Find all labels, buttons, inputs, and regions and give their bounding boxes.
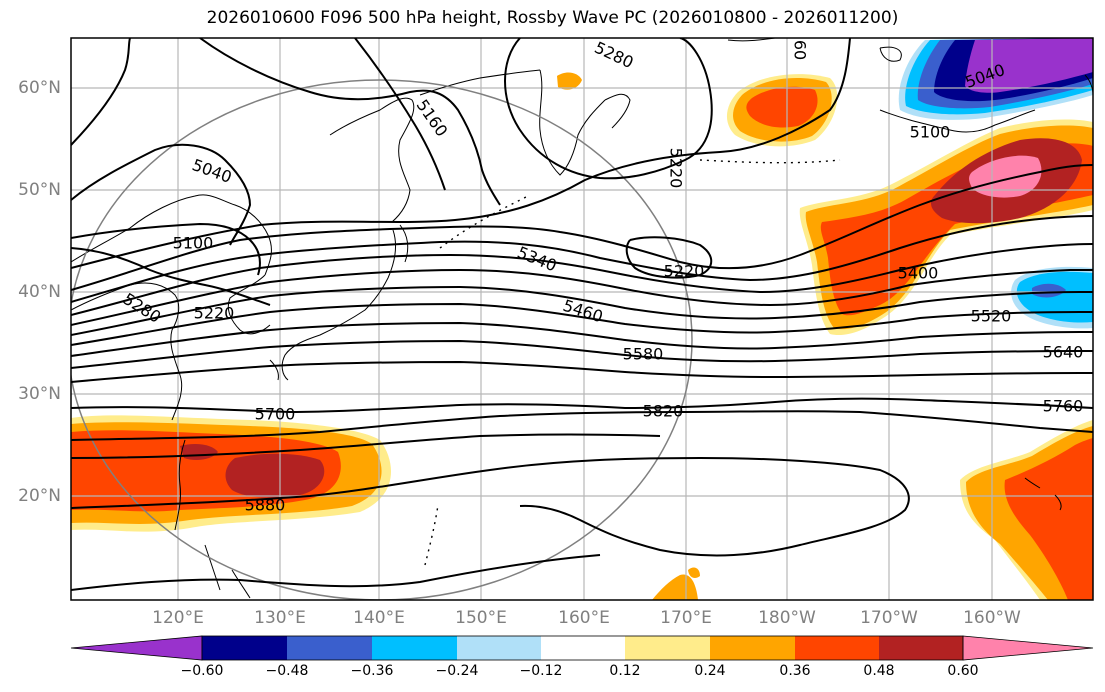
contour-label: 5220	[664, 262, 705, 281]
contour-label: 5160	[413, 96, 452, 140]
contour-label: 5520	[971, 307, 1012, 326]
contour-label: 5640	[1043, 343, 1084, 362]
map-plot-area: 5280 5160 5040 5100 5280 5220 5340 5460 …	[71, 38, 1093, 600]
colorbar-segment	[795, 636, 879, 660]
map-frame	[70, 37, 1094, 601]
negative-anomaly-pacific	[1011, 266, 1093, 329]
map-title: 2026010600 F096 500 hPa height, Rossby W…	[206, 8, 899, 28]
contour-label: 5760	[1043, 397, 1084, 416]
colorbar-segment	[372, 636, 457, 660]
contour-label: 5220	[194, 304, 235, 323]
colorbar-segment	[879, 636, 963, 660]
contour-label: 5100	[910, 123, 951, 142]
positive-anomaly-japan-south	[71, 415, 392, 532]
longitude-labels: 120°E 130°E 140°E 150°E 160°E 170°E 180°…	[152, 608, 1021, 628]
lon-label: 180°W	[758, 608, 816, 628]
contour-label: 5460	[561, 296, 606, 327]
lat-label: 50°N	[18, 180, 61, 200]
contour-label: 5700	[255, 405, 296, 424]
colorbar-segment	[710, 636, 795, 660]
colorbar-label: 0.12	[609, 663, 640, 679]
colorbar-frame	[201, 635, 964, 661]
latitude-labels: 60°N 50°N 40°N 30°N 20°N	[18, 78, 61, 506]
colorbar-segment	[962, 635, 1094, 661]
negative-anomaly-alaska	[898, 38, 1093, 120]
colorbar-label: 0.24	[694, 663, 725, 679]
colorbar-segment	[541, 636, 625, 660]
colorbar-segment	[287, 636, 372, 660]
lat-label: 20°N	[18, 486, 61, 506]
lat-label: 60°N	[18, 78, 61, 98]
lon-label: 160°W	[963, 608, 1021, 628]
contour-label: 5040	[190, 155, 235, 187]
island-chains	[424, 159, 841, 566]
contour-label: 5280	[592, 38, 637, 72]
lon-label: 150°E	[455, 608, 507, 628]
contour-label: 5400	[898, 264, 939, 283]
colorbar-label: −0.36	[351, 663, 394, 679]
lon-label: 140°E	[353, 608, 405, 628]
lon-label: 120°E	[152, 608, 204, 628]
colorbar-label: −0.60	[181, 663, 224, 679]
colorbar-segment	[457, 636, 541, 660]
contour-label: 60	[791, 40, 810, 60]
lat-label: 30°N	[18, 384, 61, 404]
lat-label: 40°N	[18, 282, 61, 302]
positive-anomaly-hawaii	[652, 420, 1093, 600]
lon-label: 170°E	[660, 608, 712, 628]
height-contours	[71, 38, 1093, 591]
colorbar-segment	[70, 635, 203, 661]
colorbar-label: 0.48	[863, 663, 894, 679]
projection-circle	[71, 79, 693, 600]
positive-anomaly-kamchatka	[557, 72, 838, 147]
lon-label: 160°E	[558, 608, 610, 628]
colorbar-label: −0.24	[436, 663, 479, 679]
colorbar-segment	[625, 636, 710, 660]
contour-label: 5820	[643, 402, 684, 421]
colorbar-label: −0.48	[266, 663, 309, 679]
colorbar-segment	[202, 636, 287, 660]
contour-label: 5100	[173, 234, 214, 253]
contour-label: 5580	[623, 345, 664, 364]
colorbar-label: −0.12	[520, 663, 563, 679]
colorbar-label: 0.36	[779, 663, 810, 679]
graticule-lines	[71, 38, 1093, 600]
colorbar: −0.60 −0.48 −0.36 −0.24 −0.12 0.12 0.24 …	[70, 635, 1094, 679]
contour-label: 5880	[245, 496, 286, 515]
contour-label: 5220	[667, 148, 686, 189]
lon-label: 130°E	[254, 608, 306, 628]
lon-label: 170°W	[860, 608, 918, 628]
colorbar-label: 0.60	[947, 663, 978, 679]
